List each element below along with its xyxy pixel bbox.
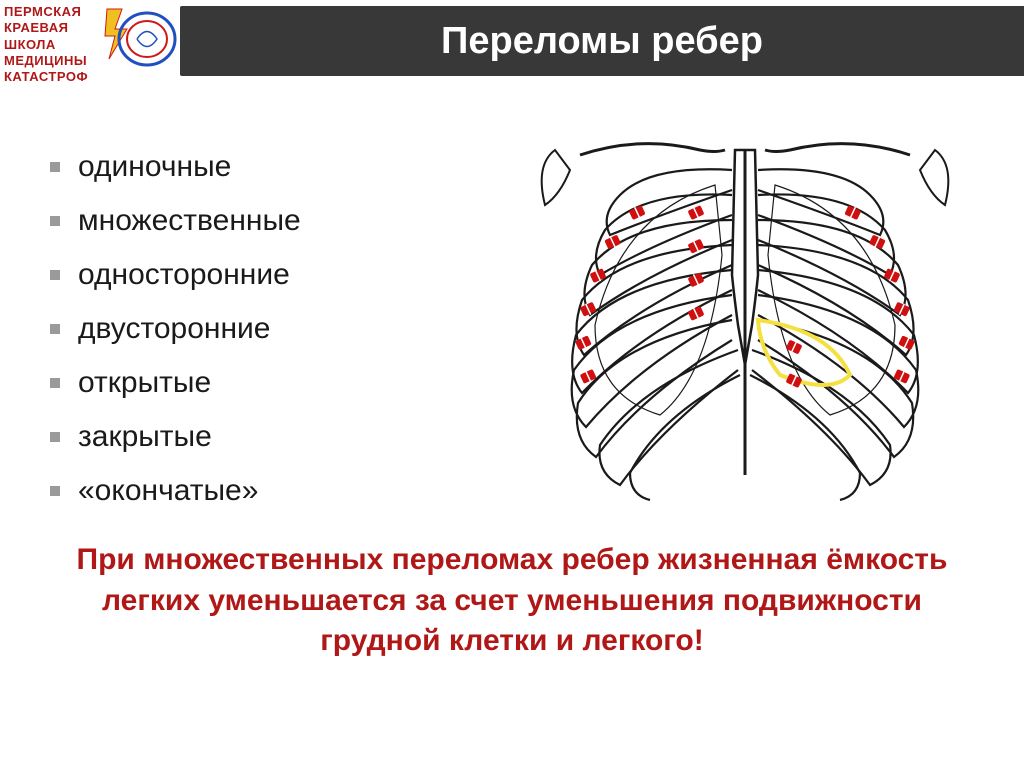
slide-title: Переломы ребер [441, 20, 763, 63]
list-item: открытые [50, 366, 470, 400]
logo-line: ШКОЛА [4, 37, 178, 53]
logo-block: ПЕРМСКАЯ КРАЕВАЯ ШКОЛА МЕДИЦИНЫ КАТАСТРО… [4, 4, 178, 94]
bullet-icon [50, 216, 60, 226]
logo-text: ПЕРМСКАЯ КРАЕВАЯ ШКОЛА МЕДИЦИНЫ КАТАСТРО… [4, 4, 178, 85]
list-item: односторонние [50, 258, 470, 292]
logo-line: КАТАСТРОФ [4, 69, 178, 85]
bullet-icon [50, 270, 60, 280]
footer-text-line: При множественных переломах ребер жизнен… [70, 540, 954, 662]
list-item: множественные [50, 204, 470, 238]
bullet-icon [50, 378, 60, 388]
bullet-icon [50, 486, 60, 496]
list-label: одиночные [78, 150, 231, 184]
list-label: закрытые [78, 420, 212, 454]
ribcage-diagram [500, 95, 990, 515]
bullet-icon [50, 324, 60, 334]
list-item: закрытые [50, 420, 470, 454]
logo-line: КРАЕВАЯ [4, 20, 178, 36]
list-label: открытые [78, 366, 211, 400]
list-label: множественные [78, 204, 301, 238]
list-item: двусторонние [50, 312, 470, 346]
list-label: односторонние [78, 258, 290, 292]
list-item: одиночные [50, 150, 470, 184]
bullet-icon [50, 432, 60, 442]
list-item: «окончатые» [50, 474, 470, 508]
fracture-type-list: одиночные множественные односторонние дв… [50, 150, 470, 528]
footer-note: При множественных переломах ребер жизнен… [0, 540, 1024, 662]
logo-line: МЕДИЦИНЫ [4, 53, 178, 69]
list-label: двусторонние [78, 312, 270, 346]
list-label: «окончатые» [78, 474, 258, 508]
logo-line: ПЕРМСКАЯ [4, 4, 178, 20]
header-bar: Переломы ребер [180, 6, 1024, 76]
bullet-icon [50, 162, 60, 172]
